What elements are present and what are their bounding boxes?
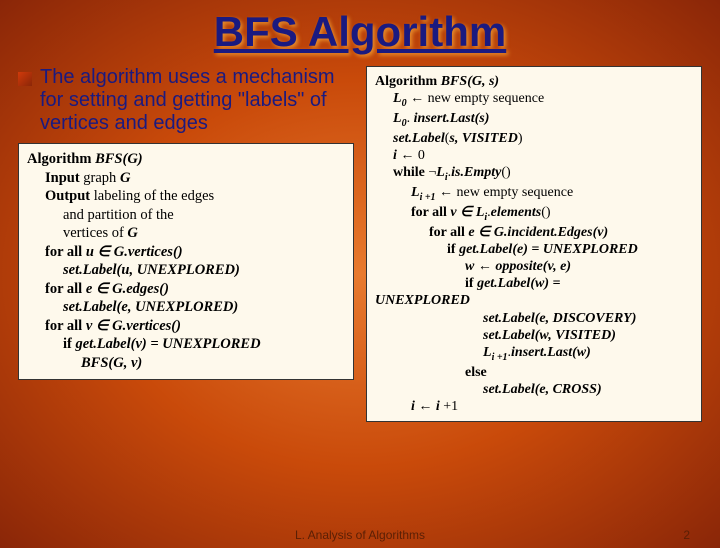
right-column: Algorithm BFS(G, s)L0 ← new empty sequen… [366,66,702,422]
intro-text: The algorithm uses a mechanism for setti… [40,66,354,135]
left-column: The algorithm uses a mechanism for setti… [18,66,354,422]
two-column-layout: The algorithm uses a mechanism for setti… [0,66,720,422]
bullet-icon [18,72,32,86]
right-algorithm-box: Algorithm BFS(G, s)L0 ← new empty sequen… [366,66,702,422]
slide-title: BFS Algorithm [0,8,720,56]
left-algorithm-box: Algorithm BFS(G)Input graph GOutput labe… [18,143,354,380]
intro-block: The algorithm uses a mechanism for setti… [18,66,354,135]
